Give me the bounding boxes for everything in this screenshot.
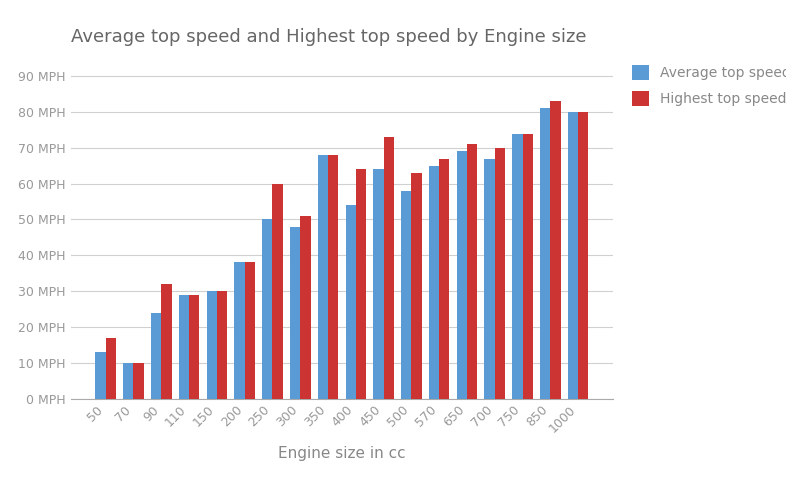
- Bar: [207, 291, 217, 399]
- Bar: [540, 108, 550, 399]
- Bar: [328, 155, 338, 399]
- Bar: [484, 158, 494, 399]
- Bar: [95, 352, 105, 399]
- Bar: [523, 134, 533, 399]
- Bar: [290, 226, 300, 399]
- Bar: [356, 169, 366, 399]
- Bar: [346, 205, 356, 399]
- Bar: [429, 166, 439, 399]
- Bar: [273, 184, 283, 399]
- Bar: [217, 291, 227, 399]
- Bar: [123, 363, 134, 399]
- Bar: [373, 169, 384, 399]
- Bar: [467, 144, 477, 399]
- Bar: [567, 112, 578, 399]
- Bar: [578, 112, 589, 399]
- X-axis label: Engine size in cc: Engine size in cc: [278, 446, 406, 461]
- Bar: [161, 284, 171, 399]
- Bar: [105, 338, 116, 399]
- Legend: Average top speed, Highest top speed: Average top speed, Highest top speed: [626, 58, 786, 113]
- Bar: [512, 134, 523, 399]
- Bar: [263, 220, 273, 399]
- Bar: [300, 216, 310, 399]
- Bar: [318, 155, 328, 399]
- Bar: [401, 191, 411, 399]
- Bar: [178, 295, 189, 399]
- Bar: [234, 262, 244, 399]
- Bar: [439, 158, 450, 399]
- Bar: [411, 173, 421, 399]
- Bar: [134, 363, 144, 399]
- Bar: [494, 148, 505, 399]
- Bar: [244, 262, 255, 399]
- Bar: [384, 137, 394, 399]
- Bar: [189, 295, 200, 399]
- Text: Average top speed and Highest top speed by Engine size: Average top speed and Highest top speed …: [71, 28, 586, 46]
- Bar: [151, 312, 161, 399]
- Bar: [457, 152, 467, 399]
- Bar: [550, 101, 560, 399]
